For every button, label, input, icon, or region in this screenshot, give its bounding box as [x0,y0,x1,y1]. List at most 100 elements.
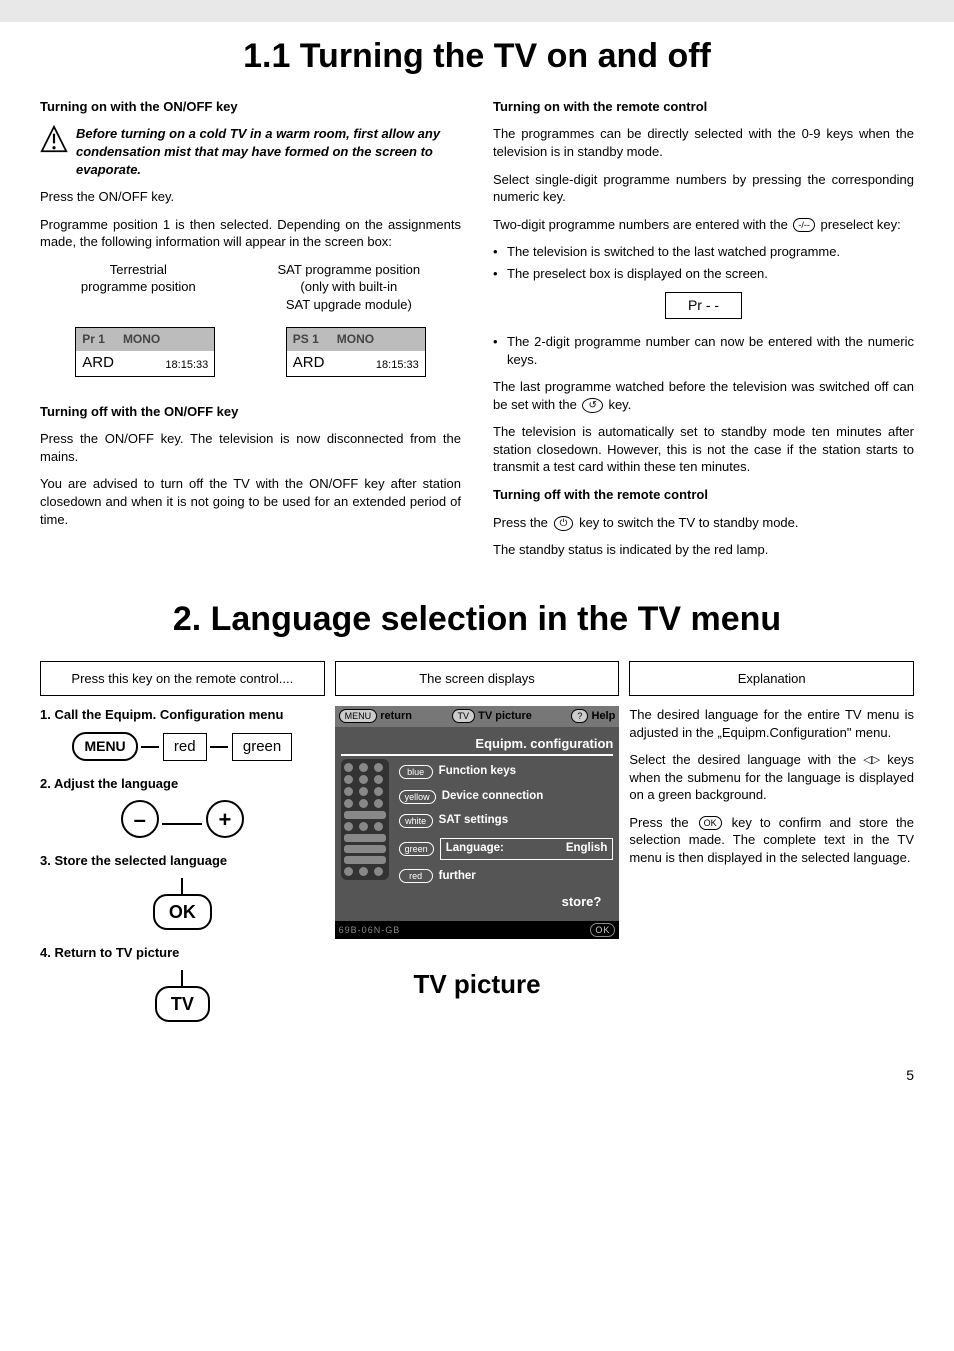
page-number: 5 [40,1066,914,1105]
s1r-p4b: key. [605,397,632,412]
osd-sat-top: PS 1 MONO [287,328,425,350]
terr-l2: programme position [81,278,196,296]
step4-label: 4. Return to TV picture [40,944,325,962]
sec2-col3: Explanation The desired language for the… [629,661,914,1037]
store-label: store? [399,893,614,911]
header-band [0,0,954,22]
menu-row-yellow[interactable]: yellow Device connection [399,789,614,805]
menu-row-red[interactable]: red further [399,869,614,885]
s1l-h2: Turning off with the ON/OFF key [40,403,461,421]
s1l-p4: You are advised to turn off the TV with … [40,475,461,528]
red-box: red [163,733,207,761]
osd-terr-time: 18:15:33 [165,358,208,373]
sat-label: SAT programme position (only with built-… [278,261,421,314]
tv-menu-screen: MENU return TV TV picture ? Help Equipm.… [335,706,620,939]
s1r-p2: Select single-digit programme numbers by… [493,171,914,206]
footer-code: 69B-06N-GB [339,924,401,936]
sec2-col1: Press this key on the remote control....… [40,661,325,1037]
sat-l1: SAT programme position [278,261,421,279]
s1r-p1: The programmes can be directly selected … [493,125,914,160]
s1l-p3: Press the ON/OFF key. The television is … [40,430,461,465]
conn-line-2 [210,746,228,748]
s1l-p2: Programme position 1 is then selected. D… [40,216,461,251]
b1: The television is switched to the last w… [493,243,914,261]
top-tv: TV TV picture [452,709,532,724]
vert-conn-2 [181,970,183,986]
section2-heading: 2. Language selection in the TV menu [40,597,914,643]
b3: The 2-digit programme number can now be … [493,333,914,368]
osd-row: Pr 1 MONO ARD 18:15:33 PS 1 MONO ARD 18:… [40,327,461,376]
osd-terr: Pr 1 MONO ARD 18:15:33 [75,327,215,376]
section1-right-col: Turning on with the remote control The p… [493,98,914,569]
green-pill-icon: green [399,842,434,856]
s1r-p6a: Press the [493,515,552,530]
help-pill-icon: ? [571,709,588,723]
s1r-p6: Press the ⏻ key to switch the TV to stan… [493,514,914,532]
osd-sat-mono: MONO [337,331,374,347]
step4-graphic: TV [40,970,325,1022]
tv-button[interactable]: TV [155,986,210,1022]
c3-p3a: Press the [629,815,696,830]
osd-terr-pr: Pr 1 [82,331,105,347]
s1r-p3b: preselect key: [817,217,901,232]
row3-label: SAT settings [439,813,614,829]
s1r-p6b: key to switch the TV to standby mode. [575,515,798,530]
s1r-p7: The standby status is indicated by the r… [493,541,914,559]
minus-button[interactable]: – [121,800,159,838]
warning-text: Before turning on a cold TV in a warm ro… [76,125,461,178]
s1r-p3: Two-digit programme numbers are entered … [493,216,914,234]
menu-row-white[interactable]: white SAT settings [399,813,614,829]
col1-header: Press this key on the remote control.... [40,661,325,697]
c3-p2a: Select the desired language with the [629,752,863,767]
menu-footer: 69B-06N-GB OK [335,921,620,939]
s1r-p5: The television is automatically set to s… [493,423,914,476]
step1-label: 1. Call the Equipm. Configuration menu [40,706,325,724]
pr-box: Pr - - [665,292,742,319]
bullet-list-1: The television is switched to the last w… [493,243,914,282]
osd-sat-ard: ARD [293,353,325,373]
menu-rows: blue Function keys yellow Device connect… [399,764,614,910]
osd-sat-ps: PS 1 [293,331,319,347]
section1-left-col: Turning on with the ON/OFF key Before tu… [40,98,461,569]
section2-grid: Press this key on the remote control....… [40,661,914,1037]
plus-button[interactable]: + [206,800,244,838]
footer-ok-icon: OK [590,923,615,937]
row5-label: further [439,869,614,885]
s1r-p4a: The last programme watched before the te… [493,379,914,412]
step1-graphic: MENU red green [40,732,325,761]
bullet-list-2: The 2-digit programme number can now be … [493,333,914,368]
row4-label: Language: English [440,838,614,860]
section1-heading: 1.1 Turning the TV on and off [40,34,914,80]
b2: The preselect box is displayed on the sc… [493,265,914,283]
step2-graphic: – + [40,800,325,838]
col3-header: Explanation [629,661,914,697]
menu-row-blue[interactable]: blue Function keys [399,764,614,780]
osd-sat-time: 18:15:33 [376,358,419,373]
sat-l2: (only with built-in [278,278,421,296]
ok-button[interactable]: OK [153,894,212,930]
vert-conn-1 [181,878,183,894]
osd-terr-bot: ARD 18:15:33 [76,351,214,376]
top-return: MENU return [339,709,412,724]
warning-icon [40,125,68,158]
white-pill-icon: white [399,814,433,828]
blue-pill-icon: blue [399,765,433,779]
warning-row: Before turning on a cold TV in a warm ro… [40,125,461,178]
c3-p1: The desired language for the entire TV m… [629,706,914,741]
col2-header: The screen displays [335,661,620,697]
step3-label: 3. Store the selected language [40,852,325,870]
s1r-h2: Turning off with the remote control [493,486,914,504]
remote-mini-icon [341,759,389,880]
screen-top-bar: MENU return TV TV picture ? Help [335,706,620,727]
menu-title: Equipm. configuration [341,735,614,757]
menu-row-green[interactable]: green Language: English [399,838,614,860]
conn-line-1 [141,746,159,748]
return-pill-icon: MENU [339,709,378,723]
terr-l1: Terrestrial [81,261,196,279]
menu-button[interactable]: MENU [72,732,137,761]
yellow-pill-icon: yellow [399,790,436,804]
c3-p3: Press the OK key to confirm and store th… [629,814,914,867]
step2-label: 2. Adjust the language [40,775,325,793]
sat-l3: SAT upgrade module) [278,296,421,314]
menu-panel: Equipm. configuration blue F [335,727,620,921]
